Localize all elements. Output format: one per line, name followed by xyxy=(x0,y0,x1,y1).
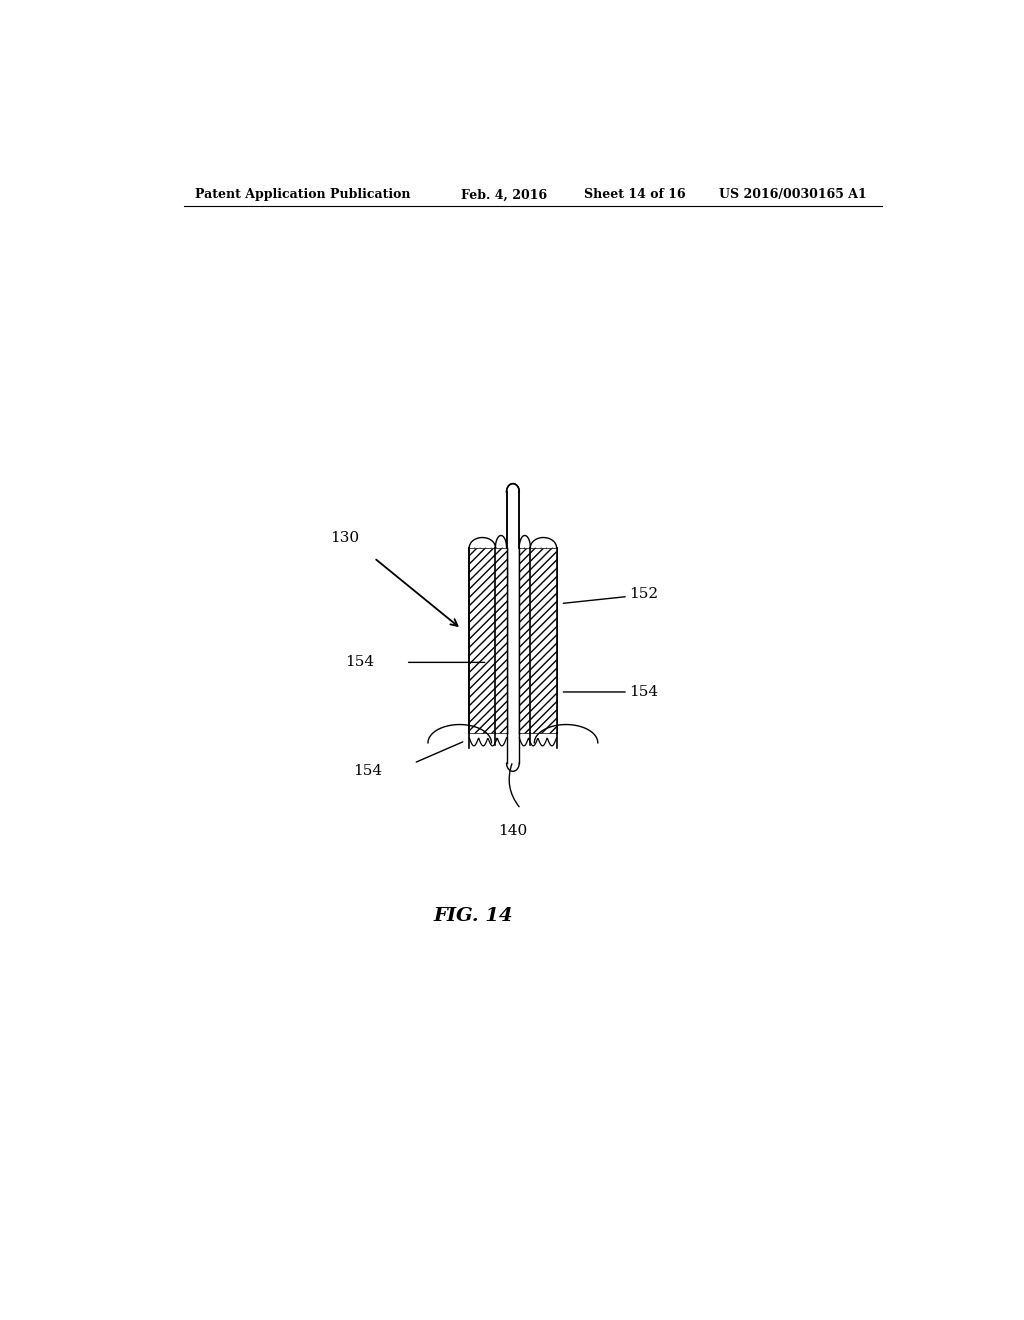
Text: 140: 140 xyxy=(499,824,527,838)
Text: US 2016/0030165 A1: US 2016/0030165 A1 xyxy=(719,189,867,202)
Bar xyxy=(469,548,507,733)
Text: 154: 154 xyxy=(353,764,382,779)
Text: Patent Application Publication: Patent Application Publication xyxy=(196,189,411,202)
Text: 154: 154 xyxy=(630,685,658,700)
Text: Feb. 4, 2016: Feb. 4, 2016 xyxy=(461,189,548,202)
Bar xyxy=(469,548,507,733)
Text: 152: 152 xyxy=(630,587,658,602)
Bar xyxy=(519,548,557,733)
Text: 130: 130 xyxy=(331,531,359,545)
Text: 154: 154 xyxy=(345,655,374,669)
Text: FIG. 14: FIG. 14 xyxy=(433,907,513,924)
Text: Sheet 14 of 16: Sheet 14 of 16 xyxy=(585,189,686,202)
